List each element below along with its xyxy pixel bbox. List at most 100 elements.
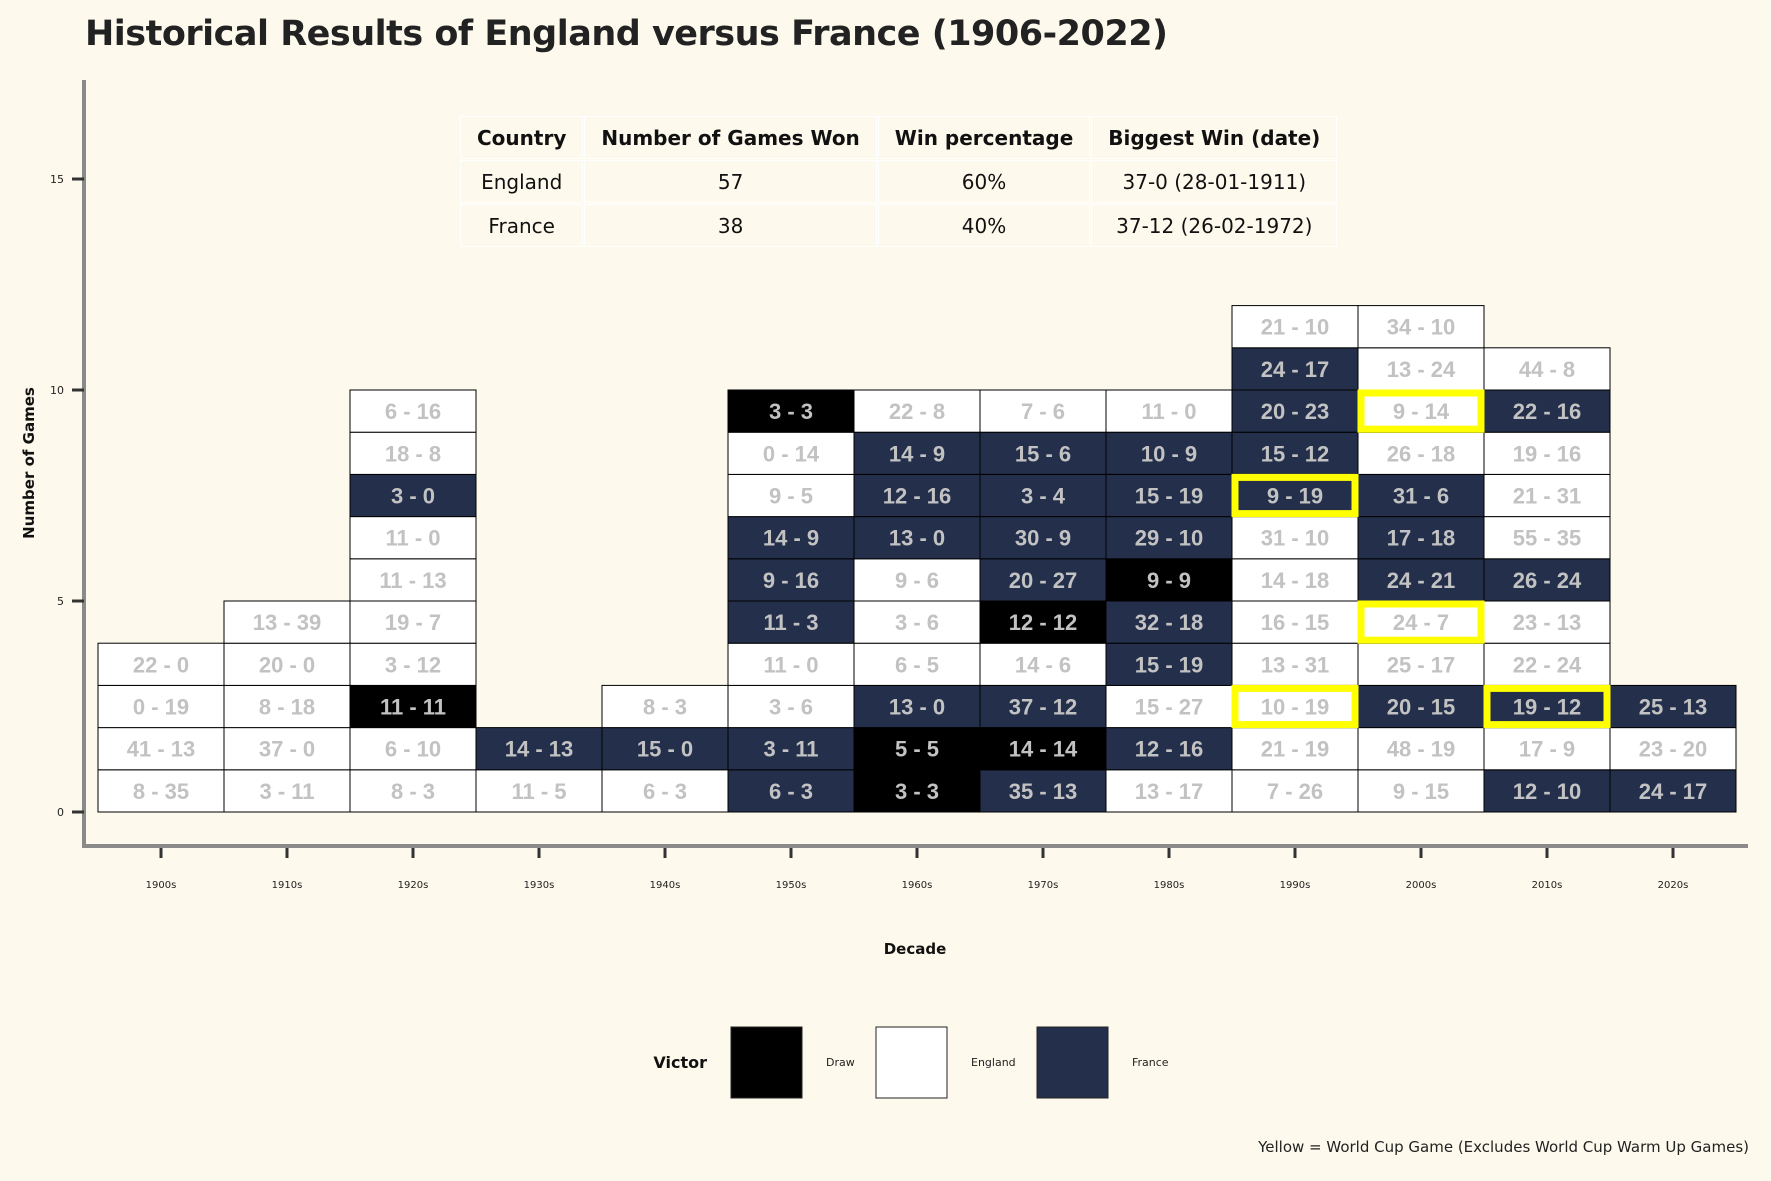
summary-cell: 37-0 (28-01-1911) xyxy=(1092,161,1337,202)
tile-draw xyxy=(979,600,1107,644)
score-label: 9 - 9 xyxy=(1147,568,1191,593)
tile-france xyxy=(727,558,855,602)
score-label: 15 - 12 xyxy=(1261,441,1330,466)
world-cup-outline xyxy=(1357,389,1485,433)
score-label: 8 - 3 xyxy=(391,779,435,804)
score-label: 14 - 9 xyxy=(763,526,819,551)
tile-france xyxy=(1609,769,1737,813)
score-label: 13 - 17 xyxy=(1135,779,1204,804)
score-label: 3 - 3 xyxy=(769,399,813,424)
tile-france xyxy=(853,516,981,560)
world-cup-outlines xyxy=(1231,389,1611,729)
tile-france xyxy=(1483,389,1611,433)
tile-england xyxy=(1231,558,1359,602)
tile-england xyxy=(349,727,477,771)
tile-england xyxy=(853,642,981,686)
score-label: 11 - 13 xyxy=(379,568,446,593)
tile-france xyxy=(979,431,1107,475)
score-label: 15 - 19 xyxy=(1135,652,1204,677)
score-label: 26 - 18 xyxy=(1387,441,1456,466)
tile-france xyxy=(727,769,855,813)
tile-england xyxy=(349,516,477,560)
y-tick-label: 5 xyxy=(57,595,64,608)
tile-france xyxy=(727,600,855,644)
score-label: 9 - 15 xyxy=(1393,779,1449,804)
legend-swatch-england xyxy=(875,1026,948,1099)
tile-france xyxy=(1105,473,1233,518)
tile-england xyxy=(601,684,729,729)
world-cup-outline xyxy=(1231,684,1359,729)
x-tick-label: 2010s xyxy=(1532,880,1563,891)
tile-france xyxy=(979,558,1107,602)
tile-england xyxy=(97,769,225,813)
score-label: 23 - 20 xyxy=(1639,737,1708,762)
score-label: 9 - 5 xyxy=(769,484,813,509)
summary-header-biggest-win: Biggest Win (date) xyxy=(1092,117,1337,158)
tile-france xyxy=(979,769,1107,813)
score-label: 14 - 14 xyxy=(1009,737,1078,762)
score-label: 13 - 24 xyxy=(1387,357,1456,382)
tile-france xyxy=(1609,684,1737,729)
score-label: 24 - 21 xyxy=(1387,568,1456,593)
score-label: 3 - 6 xyxy=(769,695,813,720)
legend-label-draw: Draw xyxy=(826,1056,855,1069)
score-label: 6 - 16 xyxy=(385,399,441,424)
score-label: 3 - 3 xyxy=(895,779,939,804)
score-label: 32 - 18 xyxy=(1135,610,1204,635)
tile-england xyxy=(1231,600,1359,644)
tile-england xyxy=(1357,431,1485,475)
tile-france xyxy=(1231,473,1359,518)
score-label: 24 - 17 xyxy=(1639,779,1708,804)
x-tick-label: 2000s xyxy=(1406,880,1437,891)
x-axis-title: Decade xyxy=(884,940,947,958)
score-label: 14 - 6 xyxy=(1015,652,1071,677)
tile-france xyxy=(1357,684,1485,729)
tile-england xyxy=(1231,642,1359,686)
legend-label-england: England xyxy=(971,1056,1016,1069)
y-tick-label: 0 xyxy=(57,806,64,819)
score-label: 8 - 3 xyxy=(643,695,687,720)
score-label: 13 - 31 xyxy=(1261,652,1330,677)
x-tick-label: 1920s xyxy=(398,880,429,891)
score-label: 25 - 17 xyxy=(1387,652,1456,677)
tile-france xyxy=(1105,727,1233,771)
score-label: 31 - 6 xyxy=(1393,484,1449,509)
x-tick-label: 1990s xyxy=(1280,880,1311,891)
score-label: 25 - 13 xyxy=(1639,695,1708,720)
score-label: 3 - 0 xyxy=(391,484,435,509)
summary-table: Country Number of Games Won Win percenta… xyxy=(458,114,1339,249)
tile-france xyxy=(601,727,729,771)
score-label: 14 - 9 xyxy=(889,441,945,466)
tile-france xyxy=(1483,684,1611,729)
tile-france xyxy=(979,473,1107,518)
x-tick-label: 2020s xyxy=(1658,880,1689,891)
score-label: 31 - 10 xyxy=(1261,526,1330,551)
tile-france xyxy=(475,727,603,771)
tile-france xyxy=(853,684,981,729)
world-cup-outline xyxy=(1357,600,1485,644)
tile-england xyxy=(853,558,981,602)
score-label: 44 - 8 xyxy=(1519,357,1575,382)
score-label: 35 - 13 xyxy=(1009,779,1078,804)
legend-swatch-draw xyxy=(730,1026,803,1099)
tile-england xyxy=(97,684,225,729)
score-label: 11 - 5 xyxy=(511,779,566,804)
score-label: 41 - 13 xyxy=(127,737,196,762)
score-label: 19 - 16 xyxy=(1513,441,1582,466)
tile-england xyxy=(223,769,351,813)
x-tick-label: 1970s xyxy=(1028,880,1059,891)
score-label: 8 - 18 xyxy=(259,695,315,720)
legend-title: Victor xyxy=(653,1053,707,1072)
tile-england xyxy=(1231,684,1359,729)
score-label: 11 - 11 xyxy=(380,695,446,720)
score-label: 13 - 39 xyxy=(253,610,322,635)
score-label: 9 - 16 xyxy=(763,568,819,593)
score-label: 55 - 35 xyxy=(1513,526,1582,551)
score-label: 11 - 0 xyxy=(1141,399,1196,424)
score-label: 37 - 12 xyxy=(1009,695,1078,720)
score-label: 0 - 14 xyxy=(763,441,820,466)
summary-header-games-won: Number of Games Won xyxy=(585,117,876,158)
score-label: 19 - 12 xyxy=(1513,695,1582,720)
tile-england xyxy=(1483,516,1611,560)
tile-england xyxy=(1483,431,1611,475)
